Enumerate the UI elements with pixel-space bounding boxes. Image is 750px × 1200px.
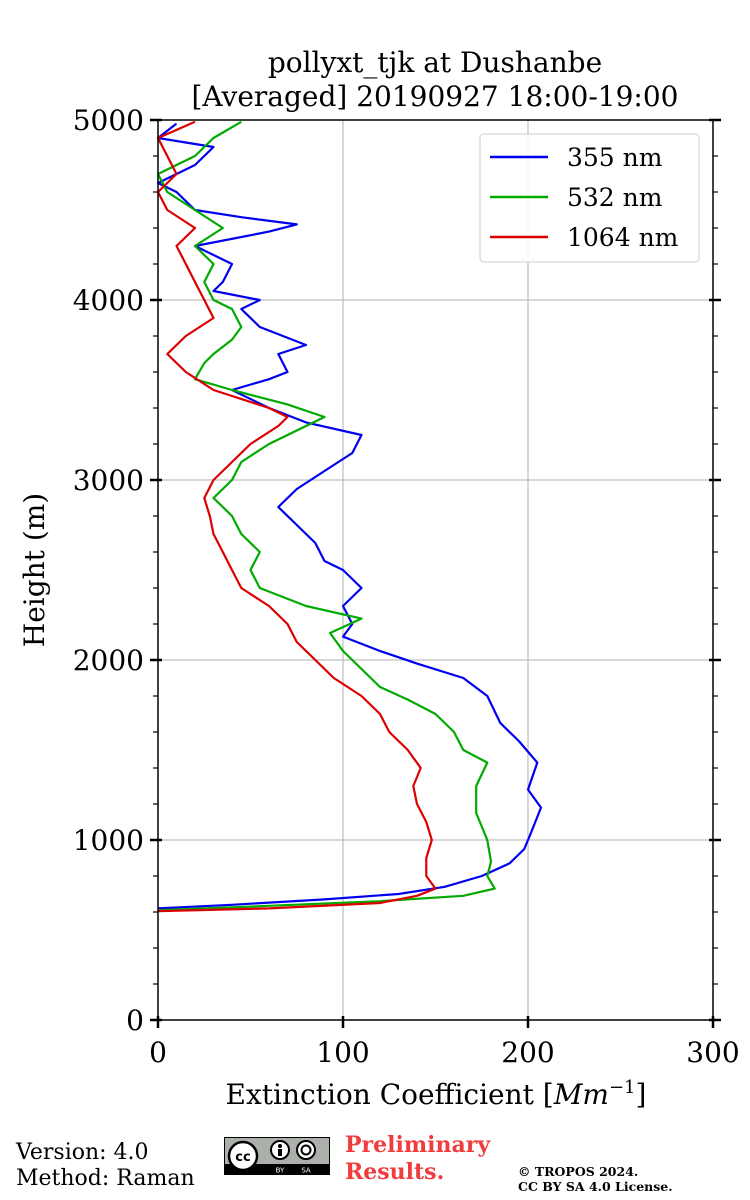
method-label: Method: Raman [16, 1166, 195, 1191]
preliminary-line-2: Results. [345, 1159, 445, 1185]
major-ticks [150, 118, 721, 1028]
y-tick-label-0: 0 [126, 1004, 144, 1037]
series-line-355-nm [156, 122, 543, 910]
y-tick-label-3000: 3000 [73, 464, 144, 497]
grid-layer [158, 120, 713, 1020]
preliminary-line-1: Preliminary [345, 1132, 491, 1158]
x-tick-label-300: 300 [686, 1036, 739, 1069]
series-line-532-nm [156, 120, 496, 912]
chart-subtitle: [Averaged] 20190927 18:00-19:00 [192, 80, 679, 113]
sa-share-alike-icon [296, 1140, 316, 1160]
chart-title: pollyxt_tjk at Dushanbe [268, 46, 602, 79]
x-tick-label-200: 200 [501, 1036, 554, 1069]
copyright-line-2: CC BY SA 4.0 License. [518, 1179, 673, 1194]
x-tick-label-100: 100 [316, 1036, 369, 1069]
y-tick-label-1000: 1000 [73, 824, 144, 857]
svg-text:SA: SA [301, 1167, 311, 1175]
minor-ticks [153, 155, 718, 985]
cc-by-sa-license-badge: cc BY SA [224, 1137, 330, 1175]
series-line-1064-nm [156, 120, 437, 913]
legend-box [479, 133, 700, 263]
series-layer [156, 120, 543, 913]
legend-label-532-nm: 532 nm [567, 183, 663, 212]
cc-icon [227, 1140, 259, 1172]
copyright-note: © TROPOS 2024. CC BY SA 4.0 License. [518, 1164, 673, 1194]
y-axis-label: Height (m) [18, 493, 51, 647]
legend-label-1064-nm: 1064 nm [567, 223, 679, 252]
x-axis-unit-base: Mm [553, 1078, 609, 1111]
copyright-line-1: © TROPOS 2024. [518, 1164, 639, 1179]
preliminary-results-note: Preliminary Results. [345, 1132, 490, 1186]
y-tick-label-4000: 4000 [73, 284, 144, 317]
svg-text:cc: cc [235, 1150, 250, 1165]
x-axis-label: Extinction Coefficient [Mm−1] [226, 1077, 647, 1111]
legend-label-355-nm: 355 nm [567, 143, 663, 172]
x-axis-label-close: ] [636, 1078, 647, 1111]
extinction-chart: pollyxt_tjk at Dushanbe [Averaged] 20190… [18, 46, 740, 1111]
x-axis-label-text: Extinction Coefficient [ [226, 1078, 554, 1111]
y-tick-labels: 0 1000 2000 3000 4000 5000 [73, 104, 144, 1037]
legend: 355 nm 532 nm 1064 nm [479, 133, 700, 263]
y-tick-label-2000: 2000 [73, 644, 144, 677]
svg-text:BY: BY [276, 1167, 285, 1175]
y-tick-label-5000: 5000 [73, 104, 144, 137]
x-tick-label-0: 0 [149, 1036, 167, 1069]
x-tick-labels: 0 100 200 300 [149, 1036, 740, 1069]
version-label: Version: 4.0 [16, 1140, 149, 1165]
x-axis-unit-exp: −1 [609, 1077, 636, 1098]
plot-frame [157, 119, 714, 1021]
